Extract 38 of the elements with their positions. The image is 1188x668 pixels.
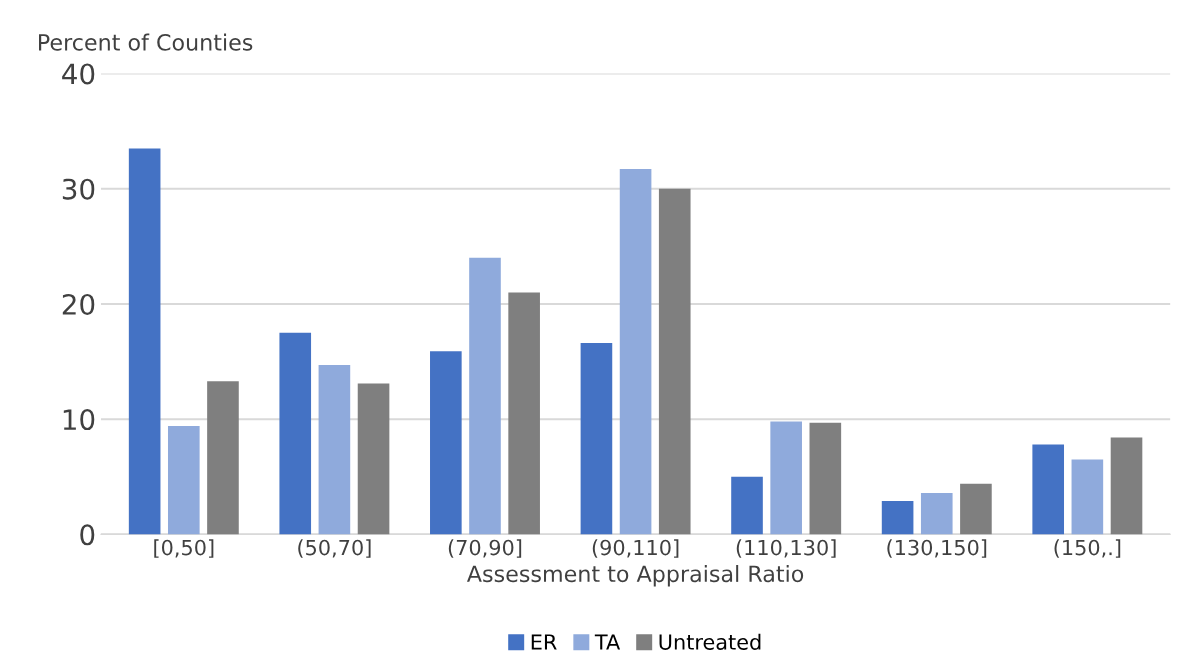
bar: [469, 257, 501, 535]
bar: [1110, 437, 1143, 535]
legend-label: Untreated: [659, 633, 761, 650]
y-tick-label: 20: [62, 293, 95, 315]
bar: [128, 148, 161, 535]
bar: [357, 383, 390, 535]
bar: [1032, 444, 1065, 535]
legend-label: ER: [531, 634, 557, 650]
bar: [508, 292, 540, 535]
bar: [658, 188, 691, 535]
x-tick-label: (130,150]: [887, 539, 987, 558]
legend-label: TA: [594, 634, 621, 650]
bar: [580, 343, 613, 535]
y-tick-label: 10: [63, 409, 95, 431]
bar: [279, 332, 312, 535]
bar: [619, 169, 652, 535]
x-tick-label: (50,70]: [298, 539, 371, 558]
bar: [881, 500, 914, 535]
y-axis-title: Percent of Counties: [39, 33, 253, 51]
x-axis-title: Assessment to Appraisal Ratio: [466, 564, 804, 587]
x-tick-label: [0,50]: [154, 539, 214, 558]
bar: [960, 483, 992, 535]
y-tick-label: 30: [62, 178, 95, 200]
bar: [809, 422, 842, 535]
bar: [731, 476, 763, 535]
bar: [318, 365, 351, 535]
bar: [770, 421, 802, 535]
y-tick-label: 40: [62, 63, 95, 85]
x-tick-label: (150,.]: [1054, 539, 1121, 558]
x-tick-label: (110,130]: [736, 539, 836, 558]
bar: [207, 381, 239, 535]
bar: [1071, 459, 1104, 535]
bar: [167, 426, 200, 535]
x-tick-label: (90,110]: [592, 539, 679, 558]
x-tick-label: (70,90]: [448, 539, 522, 558]
bar: [920, 492, 953, 535]
y-tick-label: 0: [80, 524, 95, 546]
bar: [430, 351, 462, 535]
